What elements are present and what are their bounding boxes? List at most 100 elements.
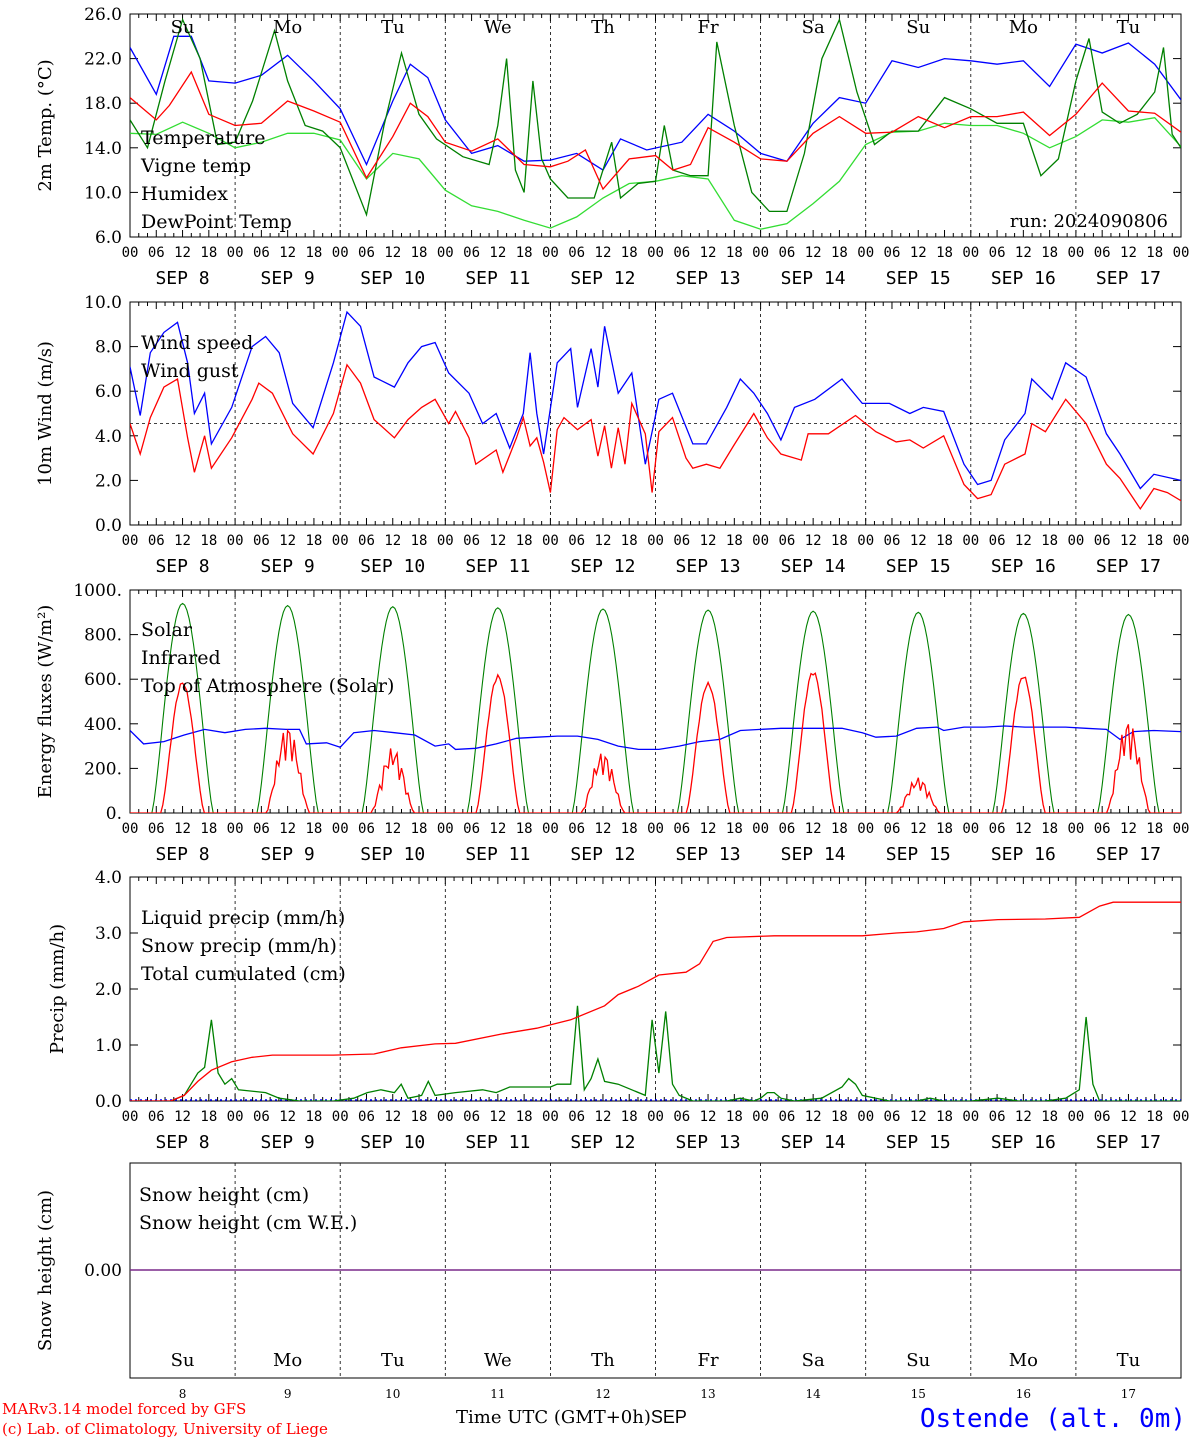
- day-number-label: 16: [1016, 1387, 1031, 1401]
- hour-tick-label: 06: [884, 245, 901, 261]
- hour-tick-label: 00: [437, 1109, 454, 1125]
- y-tick-label: 2.0: [95, 980, 122, 1000]
- hour-tick-label: 00: [1173, 533, 1190, 549]
- y-axis-label: Precip (mm/h): [47, 924, 68, 1054]
- hour-tick-label: 00: [857, 821, 874, 837]
- day-number-label: 17: [1121, 1387, 1136, 1401]
- hour-tick-label: 18: [411, 1109, 428, 1125]
- legend-entry: Vigne temp: [140, 155, 251, 177]
- hour-tick-label: 12: [489, 1109, 506, 1125]
- hour-tick-label: 18: [516, 533, 533, 549]
- hour-tick-label: 06: [358, 245, 375, 261]
- hour-tick-label: 00: [752, 1109, 769, 1125]
- hour-tick-label: 00: [227, 821, 244, 837]
- hour-tick-label: 00: [857, 245, 874, 261]
- y-tick-label: 600.: [84, 670, 122, 690]
- hour-tick-label: 06: [253, 245, 270, 261]
- hour-tick-label: 12: [1015, 821, 1032, 837]
- hour-tick-label: 12: [279, 821, 296, 837]
- y-tick-label: 10.0: [84, 293, 122, 313]
- hour-tick-label: 06: [568, 1109, 585, 1125]
- y-tick-label: 4.0: [95, 427, 122, 447]
- model-credit: MARv3.14 model forced by GFS: [2, 1400, 247, 1418]
- weekday-label: Sa: [802, 17, 825, 38]
- hour-tick-label: 12: [805, 245, 822, 261]
- hour-tick-label: 12: [700, 1109, 717, 1125]
- hour-tick-label: 00: [647, 533, 664, 549]
- date-tick-label: SEP 16: [991, 268, 1056, 289]
- date-tick-label: SEP 15: [886, 844, 951, 865]
- date-tick-label: SEP 13: [676, 268, 741, 289]
- hour-tick-label: 12: [700, 533, 717, 549]
- legend-entry: Snow height (cm): [139, 1184, 309, 1206]
- date-tick-label: SEP 8: [155, 556, 209, 577]
- hour-tick-label: 18: [726, 821, 743, 837]
- series-total-cumulated-cm-: [130, 901, 1181, 1101]
- legend-entry: Solar: [141, 619, 193, 641]
- y-axis-label: Energy fluxes (W/m²): [35, 605, 56, 799]
- hour-tick-label: 06: [989, 1109, 1006, 1125]
- series-wind-speed: [130, 363, 1181, 510]
- hour-tick-label: 12: [805, 1109, 822, 1125]
- date-tick-label: SEP 9: [261, 844, 315, 865]
- legend-entry: Top of Atmosphere (Solar): [141, 675, 394, 697]
- station-name: Ostende (alt. 0m): [919, 1404, 1186, 1434]
- date-tick-label: SEP 16: [991, 844, 1056, 865]
- hour-tick-label: 18: [1041, 533, 1058, 549]
- y-tick-label: 18.0: [84, 94, 122, 114]
- date-tick-label: SEP 16: [991, 556, 1056, 577]
- date-tick-label: SEP 12: [570, 1132, 635, 1153]
- panel-frame-2: [129, 589, 1182, 814]
- hour-tick-label: 06: [463, 245, 480, 261]
- day-number-label: 12: [595, 1387, 610, 1401]
- legend-entry: Snow height (cm W.E.): [139, 1212, 357, 1234]
- hour-tick-label: 18: [305, 245, 322, 261]
- hour-tick-label: 18: [726, 245, 743, 261]
- hour-tick-label: 12: [279, 533, 296, 549]
- hour-tick-label: 12: [174, 245, 191, 261]
- hour-tick-label: 06: [673, 1109, 690, 1125]
- hour-tick-label: 12: [384, 821, 401, 837]
- day-number-label: 10: [385, 1387, 400, 1401]
- weekday-label: Tu: [1117, 1350, 1141, 1371]
- weekday-label: Su: [171, 1350, 195, 1371]
- hour-tick-label: 00: [542, 533, 559, 549]
- weekday-label: Tu: [381, 17, 405, 38]
- hour-tick-label: 06: [989, 245, 1006, 261]
- hour-tick-label: 06: [1094, 1109, 1111, 1125]
- hour-tick-label: 12: [174, 821, 191, 837]
- hour-tick-label: 18: [200, 821, 217, 837]
- date-tick-label: SEP 11: [465, 556, 530, 577]
- hour-tick-label: 06: [358, 821, 375, 837]
- hour-tick-label: 06: [463, 821, 480, 837]
- hour-tick-label: 12: [595, 533, 612, 549]
- y-tick-label: 6.0: [95, 382, 122, 402]
- hour-tick-label: 18: [1041, 245, 1058, 261]
- hour-tick-label: 00: [227, 1109, 244, 1125]
- series-wind-gust: [130, 310, 1181, 490]
- hour-tick-label: 06: [148, 821, 165, 837]
- date-tick-label: SEP 15: [886, 268, 951, 289]
- hour-tick-label: 06: [253, 821, 270, 837]
- hour-tick-label: 00: [1067, 245, 1084, 261]
- hour-tick-label: 00: [437, 533, 454, 549]
- date-tick-label: SEP 8: [155, 844, 209, 865]
- hour-tick-label: 18: [200, 533, 217, 549]
- date-tick-label: SEP 10: [360, 556, 425, 577]
- hour-tick-label: 12: [489, 245, 506, 261]
- hour-tick-label: 00: [332, 821, 349, 837]
- hour-tick-label: 18: [516, 1109, 533, 1125]
- series-solar: [130, 672, 1181, 813]
- hour-tick-label: 00: [962, 533, 979, 549]
- hour-tick-label: 12: [595, 821, 612, 837]
- hour-tick-label: 00: [1173, 821, 1190, 837]
- hour-tick-label: 06: [463, 533, 480, 549]
- date-tick-label: SEP 9: [261, 556, 315, 577]
- date-tick-label: SEP 10: [360, 268, 425, 289]
- run-label: run: 2024090806: [1010, 211, 1168, 232]
- weekday-label: Sa: [802, 1350, 825, 1371]
- hour-tick-label: 12: [279, 245, 296, 261]
- y-axis-label: Snow height (cm): [35, 1190, 56, 1351]
- hour-tick-label: 06: [568, 533, 585, 549]
- hour-tick-label: 18: [831, 821, 848, 837]
